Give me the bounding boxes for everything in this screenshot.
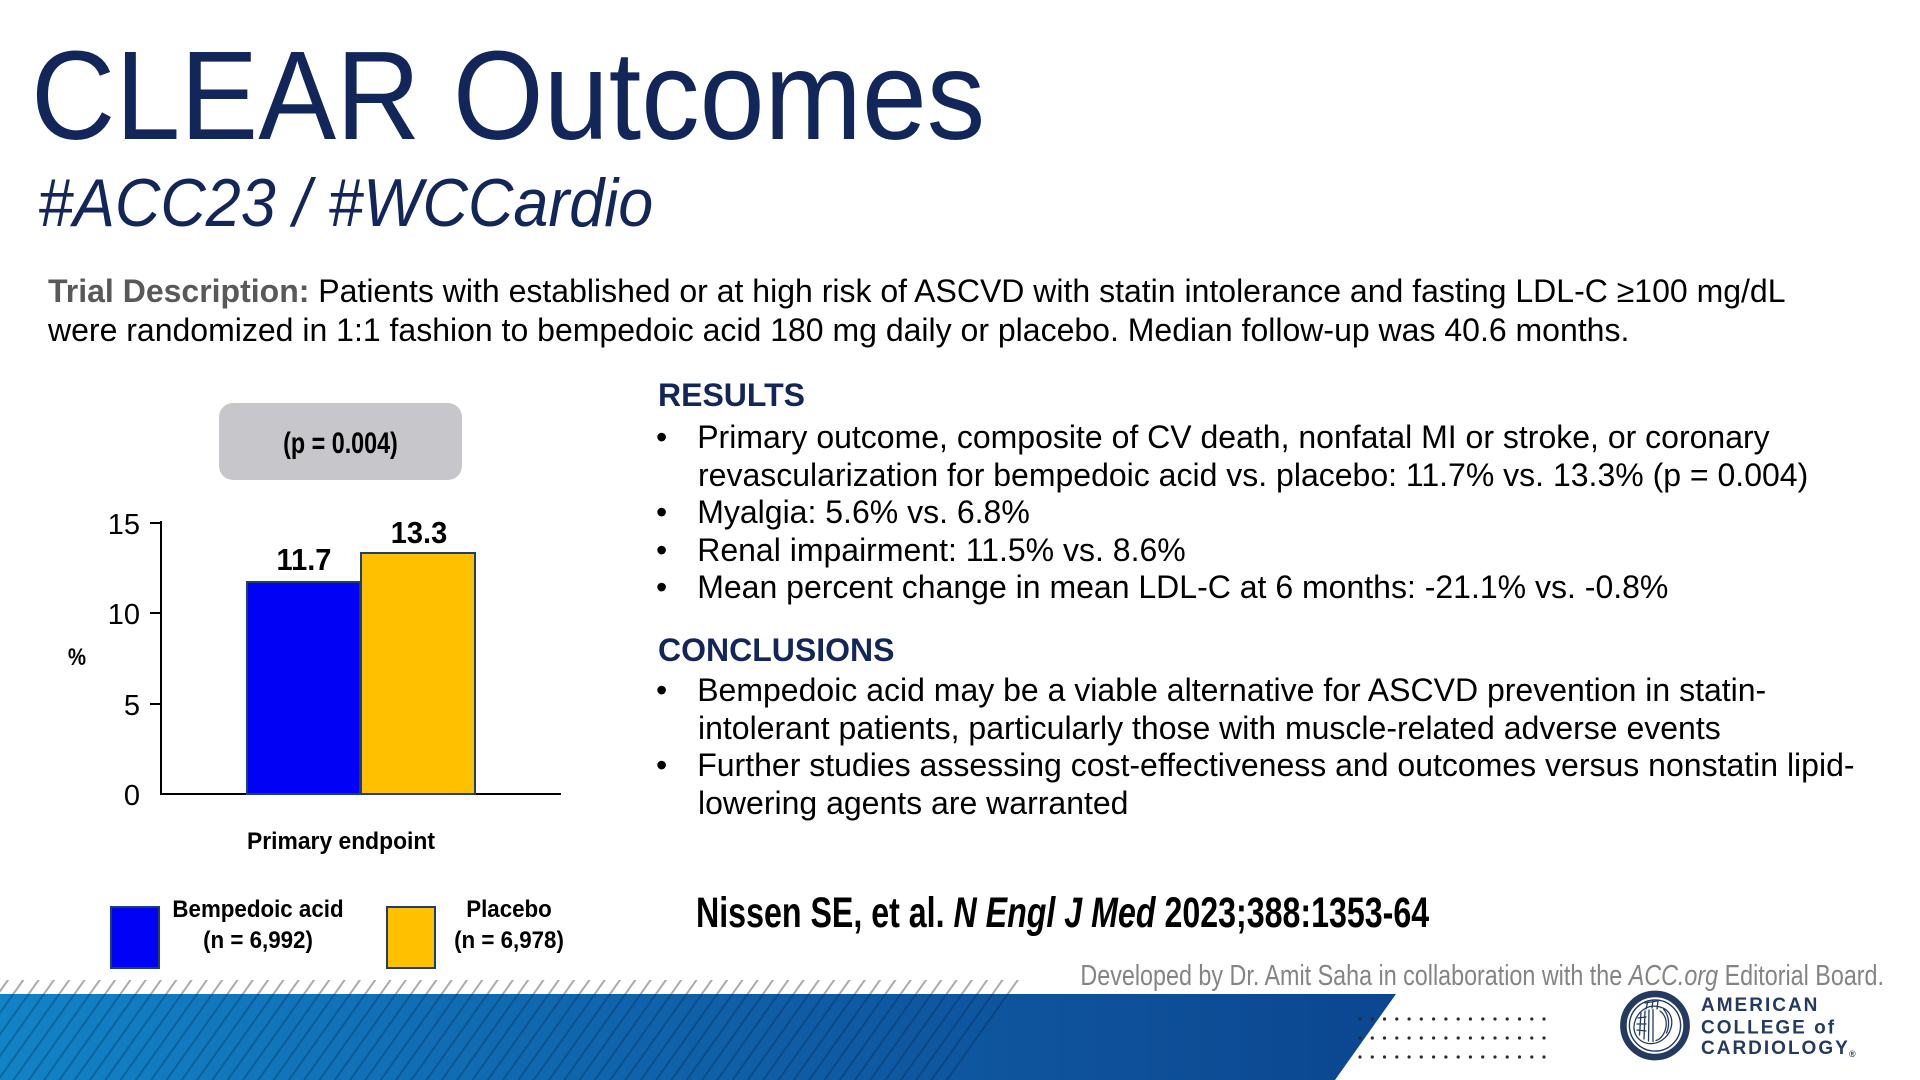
svg-text:®: ® [1849, 1049, 1856, 1059]
svg-text:AMERICAN: AMERICAN [1701, 995, 1819, 1016]
svg-text:COLLEGE of: COLLEGE of [1701, 1017, 1836, 1038]
svg-text:CARDIOLOGY: CARDIOLOGY [1701, 1038, 1850, 1059]
